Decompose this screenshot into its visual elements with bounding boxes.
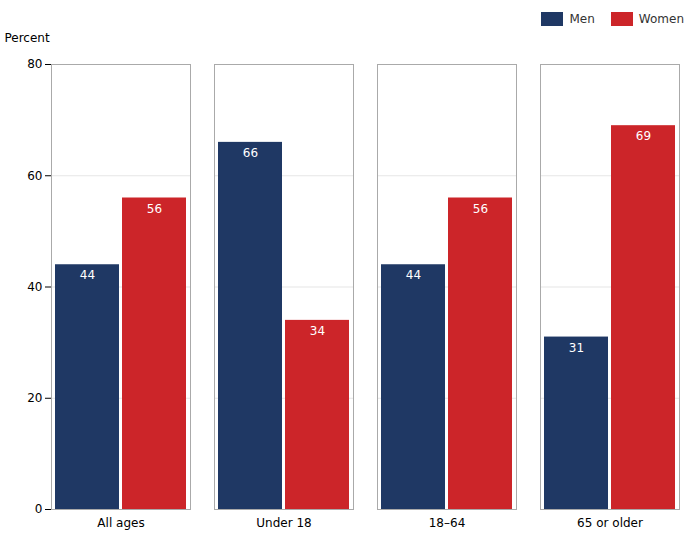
svg-text:44: 44 [80, 268, 95, 282]
svg-text:69: 69 [636, 129, 651, 143]
svg-text:60: 60 [27, 169, 42, 183]
svg-text:44: 44 [406, 268, 421, 282]
svg-text:56: 56 [473, 202, 488, 216]
svg-text:Under 18: Under 18 [256, 516, 311, 530]
svg-text:56: 56 [147, 202, 162, 216]
svg-text:18–64: 18–64 [429, 516, 466, 530]
svg-text:40: 40 [27, 280, 42, 294]
svg-text:66: 66 [243, 146, 258, 160]
svg-text:Percent: Percent [5, 31, 50, 45]
svg-text:20: 20 [27, 391, 42, 405]
svg-text:0: 0 [35, 502, 43, 516]
svg-text:31: 31 [569, 341, 584, 355]
svg-text:All ages: All ages [97, 516, 144, 530]
html-text:Women: Women [638, 12, 684, 26]
svg-text:65 or older: 65 or older [577, 516, 643, 530]
svg-text:34: 34 [310, 324, 325, 338]
svg-text:80: 80 [27, 57, 42, 71]
html-text:Men: Men [569, 12, 595, 26]
